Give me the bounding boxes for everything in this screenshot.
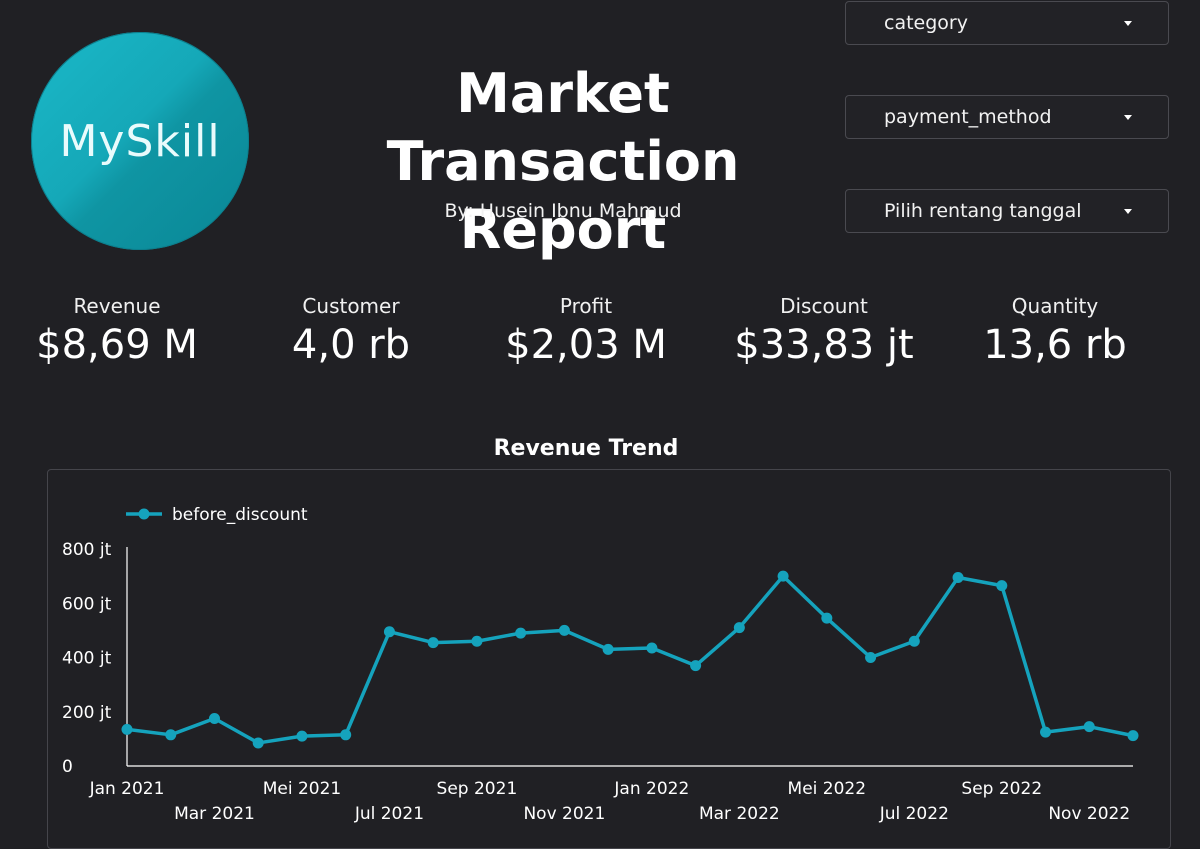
x-tick-label: Mei 2021 — [263, 779, 342, 799]
page-title-line-2: Report — [459, 198, 667, 261]
date-range-filter[interactable]: Pilih rentang tanggal — [845, 189, 1169, 233]
y-tick-label: 600 jt — [62, 594, 112, 614]
data-point — [296, 730, 308, 742]
data-point — [208, 713, 220, 725]
data-point — [996, 580, 1008, 592]
chart-title: Revenue Trend — [493, 436, 679, 461]
kpi-profit: Profit $2,03 M — [466, 292, 706, 370]
myskill-logo: MySkill — [31, 32, 249, 250]
data-point — [865, 652, 877, 663]
data-point — [733, 622, 745, 634]
x-tick-label: Jan 2022 — [613, 779, 689, 799]
kpi-label: Quantity — [1011, 294, 1099, 318]
data-point — [952, 571, 964, 583]
y-tick-label: 400 jt — [62, 649, 112, 669]
data-point — [165, 729, 177, 741]
kpi-label: Profit — [559, 294, 613, 318]
x-tick-label: Jul 2021 — [354, 804, 424, 824]
data-point — [340, 729, 352, 741]
data-point — [908, 635, 920, 647]
kpi-value: $33,83 jt — [734, 322, 914, 368]
y-tick-label: 200 jt — [62, 703, 112, 723]
kpi-value: 4,0 rb — [291, 322, 411, 368]
legend-marker — [138, 508, 150, 520]
kpi-quantity: Quantity 13,6 rb — [935, 292, 1175, 370]
data-point — [1083, 721, 1095, 733]
x-tick-label: Mei 2022 — [788, 779, 867, 799]
x-tick-label: Mar 2022 — [699, 804, 780, 824]
x-tick-label: Jul 2022 — [879, 804, 949, 824]
data-point — [383, 626, 395, 638]
data-point — [558, 624, 570, 636]
category-filter-label: category — [884, 12, 968, 34]
kpi-label: Revenue — [73, 294, 161, 318]
payment-method-filter[interactable]: payment_method — [845, 95, 1169, 139]
data-point — [427, 637, 439, 649]
x-tick-label: Jan 2021 — [89, 779, 165, 799]
series-line-before_discount — [125, 574, 1135, 745]
x-tick-label: Sep 2022 — [961, 779, 1042, 799]
x-tick-label: Nov 2021 — [523, 804, 605, 824]
kpi-value: $2,03 M — [505, 322, 667, 368]
y-tick-label: 0 — [62, 757, 73, 777]
y-tick-label: 800 jt — [62, 540, 112, 560]
kpi-label: Discount — [780, 294, 868, 318]
kpi-revenue: Revenue $8,69 M — [0, 292, 237, 370]
data-point — [690, 660, 702, 672]
caret-down-icon — [1124, 21, 1132, 26]
kpi-value: 13,6 rb — [983, 322, 1127, 368]
page-title-line-1: Market Transaction — [386, 62, 740, 193]
caret-down-icon — [1124, 209, 1132, 214]
kpi-label: Customer — [302, 294, 400, 318]
caret-down-icon — [1124, 115, 1132, 120]
kpi-customer: Customer 4,0 rb — [231, 292, 471, 370]
kpi-discount: Discount $33,83 jt — [704, 292, 944, 370]
logo-text: MySkill — [59, 115, 221, 167]
data-point — [646, 642, 658, 654]
data-point — [1127, 730, 1139, 742]
data-point — [777, 570, 789, 582]
x-tick-label: Sep 2021 — [437, 779, 518, 799]
data-point — [121, 723, 133, 735]
data-point — [515, 627, 527, 639]
kpi-value: $8,69 M — [36, 322, 198, 368]
page-title: Market Transaction Report — [282, 60, 844, 264]
payment-method-filter-label: payment_method — [884, 106, 1052, 128]
x-tick-label: Mar 2021 — [174, 804, 255, 824]
data-point — [1040, 726, 1052, 738]
data-point — [821, 612, 833, 624]
category-filter[interactable]: category — [845, 1, 1169, 45]
author-byline: By: Husein Ibnu Mahmud — [444, 200, 682, 222]
data-point — [252, 737, 264, 749]
legend-label: before_discount — [172, 505, 308, 525]
data-point — [471, 635, 483, 647]
date-range-filter-label: Pilih rentang tanggal — [884, 200, 1082, 222]
x-tick-label: Nov 2022 — [1048, 804, 1130, 824]
data-point — [602, 643, 614, 655]
